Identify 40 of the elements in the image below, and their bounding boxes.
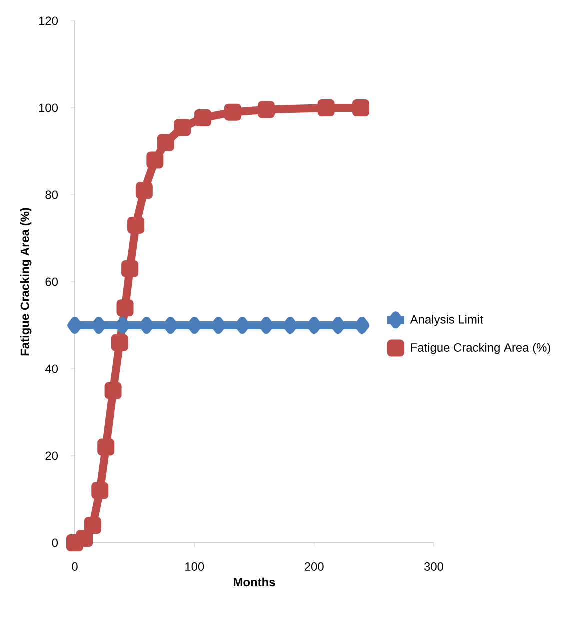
- point: [92, 317, 106, 334]
- x-tick-label: 200: [304, 562, 324, 571]
- point: [98, 438, 115, 456]
- legend-label: Fatigue Cracking Area (%): [411, 343, 550, 354]
- point: [104, 382, 122, 400]
- point: [68, 317, 82, 334]
- y-tick-label: 120: [39, 16, 58, 26]
- point: [224, 104, 242, 121]
- point: [235, 317, 250, 334]
- y-tick-label: 100: [39, 104, 58, 112]
- y-axis-title: Fatigue Cracking Area (%): [20, 208, 32, 356]
- point: [136, 182, 153, 200]
- point: [354, 317, 370, 334]
- y-tick-label: 0: [52, 538, 58, 548]
- point: [116, 300, 134, 317]
- point: [259, 317, 274, 334]
- y-tick-label: 60: [46, 278, 58, 286]
- point: [258, 101, 275, 118]
- point: [352, 99, 370, 116]
- y-tick-label: 20: [46, 452, 58, 460]
- x-tick-label: 0: [72, 562, 78, 571]
- point: [157, 134, 174, 152]
- point: [194, 110, 212, 126]
- x-tick-label: 300: [424, 562, 444, 571]
- point: [211, 317, 226, 334]
- point: [128, 216, 145, 234]
- y-tick-label: 80: [46, 190, 58, 200]
- point: [76, 530, 94, 548]
- point: [174, 119, 192, 136]
- point: [84, 517, 102, 534]
- point: [283, 317, 298, 334]
- point: [318, 99, 335, 116]
- point: [146, 152, 164, 169]
- point: [111, 334, 128, 352]
- x-tick-label: 100: [186, 562, 204, 571]
- point: [122, 260, 139, 278]
- legend-label: Analysis Limit: [410, 315, 484, 326]
- y-tick-label: 40: [45, 364, 58, 374]
- x-axis-title: Months: [234, 578, 276, 587]
- point: [92, 482, 109, 500]
